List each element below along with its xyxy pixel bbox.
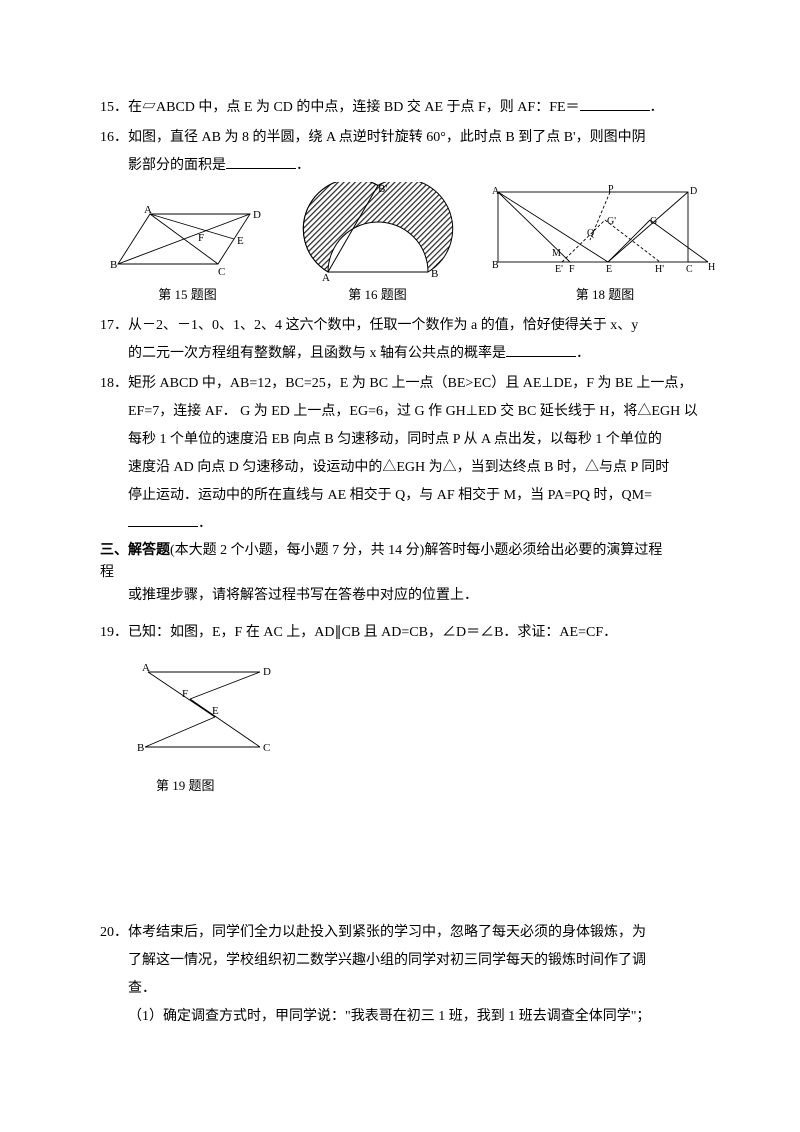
section3-head: 三、解答题 (100, 543, 170, 558)
q18-l5a: 停止运动．运动中的所在直线与 AE 相交于 Q，与 AF 相交于 M，当 PA=… (128, 488, 652, 503)
question-16: 16．如图，直径 AB 为 8 的半圆，绕 A 点逆时针旋转 60°，此时点 B… (100, 124, 720, 180)
fig18-M: M (552, 248, 561, 259)
q15-text: 在▱ABCD 中，点 E 为 CD 的中点，连接 BD 交 AE 于点 F，则 … (128, 100, 580, 115)
q20-num: 20． (100, 925, 128, 940)
fig18-P: P (608, 184, 614, 195)
fig15-A: A (144, 204, 152, 216)
q18-l2: EF=7，连接 AF． G 为 ED 上一点，EG=6，过 G 作 GH⊥ED … (100, 398, 720, 426)
q17-blank[interactable] (506, 342, 576, 357)
fig16-caption: 第 16 题图 (298, 282, 458, 308)
q20-l3: 查． (100, 975, 720, 1003)
q20-sub1: （1）确定调查方式时，甲同学说："我表哥在初三 1 班，我到 1 班去调查全体同… (100, 1003, 720, 1031)
figure-16: A B B' 第 16 题图 (298, 182, 458, 308)
fig18-B: B (492, 260, 499, 271)
fig18-H: H (708, 262, 715, 273)
figures-row: A D B C E F 第 15 题图 (110, 182, 720, 308)
q15-num: 15． (100, 100, 128, 115)
q17-num: 17． (100, 318, 128, 333)
q20-l2: 了解这一情况，学校组织初二数学兴趣小组的同学对初三同学每天的锻炼时间作了调 (100, 947, 720, 975)
figure-19: A D B C F E 第 19 题图 (130, 657, 720, 799)
figure-15: A D B C E F 第 15 题图 (110, 202, 265, 308)
q19-text: 已知：如图，E，F 在 AC 上，AD∥CB 且 AD=CB，∠D＝∠B．求证：… (128, 625, 617, 640)
question-15: 15．在▱ABCD 中，点 E 为 CD 的中点，连接 BD 交 AE 于点 F… (100, 94, 720, 122)
q16-text-b: 影部分的面积是 (128, 158, 226, 173)
fig18-F: F (569, 264, 575, 275)
question-20: 20．体考结束后，同学们全力以赴投入到紧张的学习中，忽略了每天必须的身体锻炼，为… (100, 919, 720, 1031)
q16-blank[interactable] (226, 154, 296, 169)
fig18-Q: Q (587, 228, 595, 239)
fig18-D: D (690, 186, 697, 197)
q17-text-a: 从－2、－1、0、1、2、4 这六个数中，任取一个数作为 a 的值，恰好使得关于… (128, 318, 638, 333)
fig19-caption: 第 19 题图 (130, 773, 720, 799)
fig18-C: C (686, 264, 693, 275)
fig18-caption: 第 18 题图 (490, 282, 720, 308)
fig16-Bp: B' (378, 183, 387, 195)
q18-num: 18． (100, 376, 128, 391)
fig19-C: C (263, 742, 270, 754)
fig15-C: C (218, 266, 225, 278)
q18-l4: 速度沿 AD 向点 D 匀速移动，设运动中的△EGH 为△，当到达终点 B 时，… (100, 454, 720, 482)
fig19-A: A (142, 662, 150, 674)
fig19-D: D (263, 666, 271, 678)
section-3-header: 三、解答题(本大题 2 个小题，每小题 7 分，共 14 分)解答时每小题必须给… (100, 540, 720, 607)
section3-rest: (本大题 2 个小题，每小题 7 分，共 14 分)解答时每小题必须给出必要的演… (170, 543, 662, 558)
fig18-G: G (650, 216, 657, 227)
fig18-A: A (492, 186, 500, 197)
q17-text-b: 的二元一次方程组有整数解，且函数与 x 轴有公共点的概率是 (128, 346, 506, 361)
fig15-E: E (237, 235, 244, 247)
question-18: 18．矩形 ABCD 中，AB=12，BC=25，E 为 BC 上一点（BE>E… (100, 370, 720, 538)
question-17: 17．从－2、－1、0、1、2、4 这六个数中，任取一个数作为 a 的值，恰好使… (100, 312, 720, 368)
q18-l3: 每秒 1 个单位的速度沿 EB 向点 B 匀速移动，同时点 P 从 A 点出发，… (100, 426, 720, 454)
fig18-Hp: H' (655, 264, 664, 275)
fig16-A: A (322, 272, 330, 282)
fig15-caption: 第 15 题图 (110, 282, 265, 308)
q15-blank[interactable] (580, 96, 650, 111)
fig19-F: F (182, 688, 188, 700)
q16-text-a: 如图，直径 AB 为 8 的半圆，绕 A 点逆时针旋转 60°，此时点 B 到了… (128, 130, 646, 145)
q19-num: 19． (100, 625, 128, 640)
fig18-E: E (606, 264, 612, 275)
fig18-Gp: G' (607, 216, 616, 227)
q18-l1: 矩形 ABCD 中，AB=12，BC=25，E 为 BC 上一点（BE>EC）且… (128, 376, 692, 391)
fig16-B: B (431, 268, 438, 280)
fig15-B: B (110, 259, 117, 271)
q20-l1: 体考结束后，同学们全力以赴投入到紧张的学习中，忽略了每天必须的身体锻炼，为 (128, 925, 646, 940)
q16-num: 16． (100, 130, 128, 145)
figure-18: A D B C P G G' Q M E' F E H' H 第 18 题图 (490, 182, 720, 308)
fig15-F: F (198, 232, 204, 244)
fig19-E: E (212, 705, 219, 717)
fig18-Ep: E' (555, 264, 563, 275)
q18-blank[interactable] (128, 512, 198, 527)
fig19-B: B (137, 742, 144, 754)
section3-line2: 或推理步骤，请将解答过程书写在答卷中对应的位置上． (100, 585, 720, 607)
question-19: 19．已知：如图，E，F 在 AC 上，AD∥CB 且 AD=CB，∠D＝∠B．… (100, 619, 720, 647)
fig15-D: D (253, 209, 261, 221)
